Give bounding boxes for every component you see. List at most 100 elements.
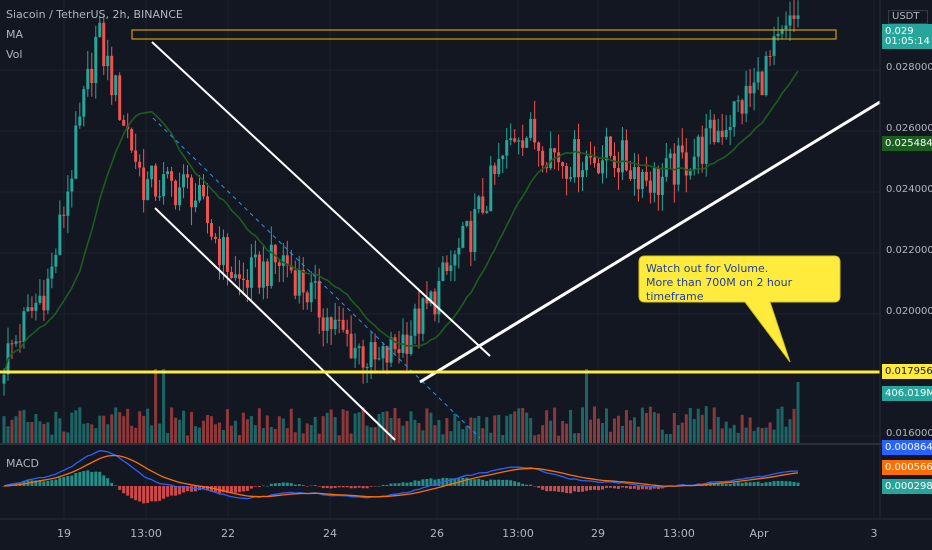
volume-bar: [118, 412, 122, 444]
macd-signal-line: [3, 454, 799, 498]
volume-bar: [325, 412, 329, 444]
candle-body: [166, 171, 170, 175]
candle-body: [772, 36, 776, 57]
volume-bar: [269, 427, 273, 444]
volume-bar: [608, 431, 612, 444]
callout-bubble[interactable]: [638, 255, 841, 363]
candle-body: [229, 271, 233, 279]
candle-body: [30, 307, 34, 311]
candle-body: [497, 159, 501, 175]
volume-bar: [241, 412, 245, 444]
macd-histogram-bar: [421, 479, 425, 486]
volume-bar: [700, 414, 704, 444]
signal-value-badge: 0.000566: [882, 460, 932, 475]
volume-bar: [445, 418, 449, 444]
volume-bar: [425, 408, 429, 444]
volume-bar: [261, 428, 265, 444]
macd-histogram-bar: [50, 480, 54, 486]
macd-histogram-bar: [537, 486, 541, 488]
volume-bar: [593, 406, 597, 444]
volume-bar: [10, 419, 14, 444]
volume-bar: [612, 418, 616, 444]
resistance-zone[interactable]: [131, 29, 837, 40]
volume-bar: [565, 423, 569, 444]
candle-body: [533, 118, 537, 143]
macd-histogram-bar: [489, 479, 493, 486]
volume-bar: [573, 433, 577, 444]
vol-legend[interactable]: Vol: [6, 48, 23, 61]
macd-histogram-bar: [126, 486, 130, 496]
currency-badge[interactable]: USDT: [888, 10, 928, 24]
volume-bar: [473, 418, 477, 444]
candle-body: [241, 278, 245, 280]
volume-bar: [684, 414, 688, 444]
volume-bar: [744, 427, 748, 444]
macd-histogram-bar: [114, 485, 118, 486]
macd-legend[interactable]: MACD: [6, 457, 39, 470]
macd-histogram-bar: [593, 486, 597, 490]
macd-histogram-bar: [501, 479, 505, 486]
candle-body: [257, 254, 261, 288]
candle-body: [261, 261, 265, 288]
candle-body: [648, 180, 652, 193]
macd-histogram-bar: [780, 480, 784, 486]
candle-body: [509, 138, 513, 141]
volume-bar: [162, 369, 166, 444]
time-axis[interactable]: 19 13:00 22 24 26 13:00 29 13:00 Apr 3: [57, 527, 878, 540]
price-tick: 0.020000: [886, 306, 932, 317]
candle-body: [549, 148, 553, 169]
uptrend-line[interactable]: [419, 100, 881, 384]
volume-bar: [6, 426, 10, 444]
volume-bar: [405, 421, 409, 444]
ma-legend[interactable]: MA: [6, 28, 24, 41]
candle-body: [313, 281, 317, 283]
volume-bar: [209, 416, 213, 444]
volume-bar: [433, 425, 437, 444]
volume-bar: [54, 411, 58, 444]
macd-histogram-bar: [620, 486, 624, 488]
volume-bar: [285, 428, 289, 444]
macd-histogram-bar: [353, 486, 357, 489]
volume-bar: [493, 415, 497, 444]
macd-histogram-bar: [740, 482, 744, 486]
volume-bar: [656, 413, 660, 444]
ma-line: [3, 70, 799, 375]
candle-body: [561, 162, 565, 166]
candle-body: [616, 168, 620, 173]
channel-lower-line[interactable]: [154, 207, 396, 441]
annotation-line-2: More than 700M on 2 hour timeframe: [646, 276, 793, 303]
volume-bar: [680, 422, 684, 444]
volume-bar: [317, 433, 321, 444]
macd-histogram-bar: [178, 486, 182, 495]
volume-bar: [174, 417, 178, 444]
macd-histogram-bar: [74, 473, 78, 486]
candle-body: [377, 358, 381, 360]
price-axis[interactable]: 0.028000 0.026000 0.024000 0.022000 0.02…: [886, 62, 932, 439]
candle-body: [62, 214, 66, 216]
channel-mid-line[interactable]: [152, 117, 481, 439]
volume-annotation[interactable]: Watch out for Volume. More than 700M on …: [646, 262, 836, 304]
candle-body: [521, 140, 525, 148]
volume-bar: [146, 408, 150, 444]
volume-bar: [345, 410, 349, 444]
time-tick: 22: [221, 527, 235, 540]
macd-histogram-bar: [237, 486, 241, 493]
drawings[interactable]: [0, 29, 881, 441]
candle-body: [365, 366, 369, 368]
macd-histogram-bar: [289, 483, 293, 486]
candle-body: [158, 196, 162, 198]
macd-histogram-bar: [82, 471, 86, 486]
volume-bar: [357, 412, 361, 444]
volume-bar: [409, 411, 413, 444]
volume-bar: [373, 427, 377, 444]
candle-body: [624, 140, 628, 171]
volume-bar: [86, 423, 90, 444]
macd-histogram-bar: [533, 486, 537, 487]
macd-histogram-bar: [748, 482, 752, 486]
macd-histogram-bar: [78, 472, 82, 486]
macd-histogram-bar: [70, 475, 74, 486]
volume-bar: [732, 424, 736, 444]
volume-bar: [281, 418, 285, 444]
channel-upper-line[interactable]: [151, 41, 491, 357]
